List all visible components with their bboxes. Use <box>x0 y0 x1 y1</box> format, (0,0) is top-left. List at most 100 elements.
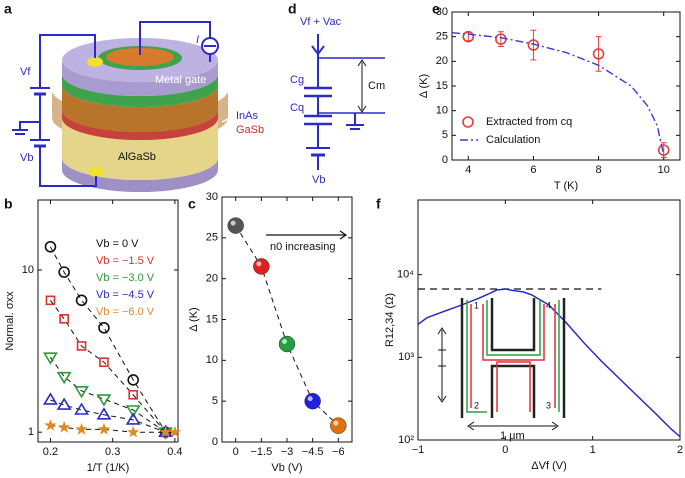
x-axis-label: T (K) <box>554 180 578 192</box>
y-tick-label: 30 <box>206 191 218 203</box>
marker <box>330 417 347 434</box>
marker <box>462 116 474 128</box>
x-tick-label: 0.4 <box>167 446 182 458</box>
x-tick-label: −4.5 <box>302 446 324 458</box>
voltage-label: Vb <box>20 152 33 164</box>
marker <box>99 357 109 368</box>
chart: 0.2 0.3 0.4 1 10 1/T (1/K) Normal. σxx Vb = 0 V… <box>4 199 183 474</box>
x-tick-label: 0.3 <box>105 446 120 458</box>
marker <box>59 314 69 324</box>
x-tick-label: 2 <box>677 444 683 456</box>
y-tick-label: 30 <box>436 6 448 18</box>
cap-label: Cq <box>290 102 304 114</box>
x-axis-label: 1/T (1/K) <box>87 462 130 474</box>
terminal-label: 3 <box>546 400 551 410</box>
metal-gate <box>106 48 174 66</box>
marker <box>127 374 139 386</box>
hall-bar-inset: 1 2 3 4 1 μm <box>437 298 566 442</box>
cap-label: Cm <box>368 80 385 92</box>
terminal-label: 4 <box>546 300 551 310</box>
series-line <box>49 300 166 433</box>
panel-label: e <box>432 1 440 17</box>
y-tick-label: 5 <box>442 129 448 141</box>
highlight <box>256 261 262 267</box>
plot-frame <box>221 196 353 443</box>
dimension <box>467 421 559 431</box>
y-tick-label: 20 <box>436 55 448 67</box>
y-tick-label: 10 <box>436 105 448 117</box>
layer-label: InAs <box>236 110 259 122</box>
cap-label: Cg <box>290 74 304 86</box>
y-tick-label: 10² <box>398 434 414 446</box>
layer <box>62 60 218 96</box>
x-tick-label: 4 <box>465 164 471 176</box>
annotation: n0 increasing <box>270 241 335 253</box>
marker <box>592 48 605 60</box>
marker <box>74 385 89 399</box>
panel-labels: a b c d e f <box>4 1 440 212</box>
input-label: Vf + Vac <box>300 16 342 28</box>
x-axis-label: ΔVf (V) <box>531 460 566 472</box>
annotation-arrow <box>266 230 348 240</box>
layer-label: AlGaSb <box>118 151 156 163</box>
x-tick-label: 6 <box>530 164 536 176</box>
y-tick-label: 20 <box>206 273 218 285</box>
x-tick-label: −3 <box>281 446 294 458</box>
y-axis-label: Δ (K) <box>418 74 430 98</box>
terminal-label: 1 <box>474 300 479 310</box>
marker <box>304 392 321 410</box>
highlight <box>282 339 287 344</box>
layer <box>62 118 218 180</box>
edge-channel <box>470 304 556 412</box>
current-label: I <box>196 34 199 46</box>
legend-label: Calculation <box>486 134 540 146</box>
marker <box>125 412 141 425</box>
plot-frame <box>37 199 179 443</box>
highlight <box>307 396 313 402</box>
y-tick-label: 10 <box>206 354 218 366</box>
marker <box>96 407 112 420</box>
legend-label: Vb = −6.0 V <box>96 306 155 318</box>
hall-bar <box>460 298 566 418</box>
wire <box>19 121 40 130</box>
marker <box>56 397 72 410</box>
y-tick-label: 15 <box>206 313 218 325</box>
y-axis-label: Δ (K) <box>188 307 200 331</box>
marker <box>44 240 57 253</box>
layer <box>62 110 218 140</box>
terminal-label: 2 <box>474 400 479 410</box>
y-tick-label: 0 <box>442 154 448 166</box>
scale-label: 1 μm <box>500 430 525 442</box>
marker <box>278 335 296 353</box>
error-bar <box>530 29 537 61</box>
voltage-label: Vf <box>20 66 31 78</box>
y-axis-label: Normal. σxx <box>4 291 16 351</box>
series-line <box>417 288 681 438</box>
x-tick-label: 1 <box>590 444 596 456</box>
marker <box>127 425 140 438</box>
legend-label: Vb = 0 V <box>96 238 139 250</box>
contact <box>89 167 103 177</box>
x-tick-label: 10 <box>658 164 670 176</box>
y-tick-label: 10 <box>22 264 34 276</box>
y-tick-label: 15 <box>436 80 448 92</box>
wire <box>39 34 96 88</box>
marker <box>657 144 670 156</box>
legend-label: Extracted from cq <box>486 116 572 128</box>
marker <box>43 392 58 405</box>
circuit: Vf + Vac Cg Cq Cm Vb <box>290 16 385 186</box>
arrow <box>311 45 325 56</box>
x-tick-label: 0.2 <box>43 446 58 458</box>
marker <box>43 352 58 365</box>
panel-label: a <box>4 1 12 17</box>
dimension <box>437 327 447 403</box>
x-tick-label: −1 <box>412 444 425 456</box>
contact <box>87 57 103 67</box>
gate-label: Metal gate <box>155 74 206 86</box>
series-line <box>235 225 339 427</box>
chart: −1 0 1 2 10² 10³ 10⁴ ΔVf (V) R12,34 (Ω) <box>384 199 683 472</box>
marker <box>98 322 110 334</box>
x-tick-label: 0 <box>502 444 508 456</box>
y-tick-label: 25 <box>206 232 218 244</box>
